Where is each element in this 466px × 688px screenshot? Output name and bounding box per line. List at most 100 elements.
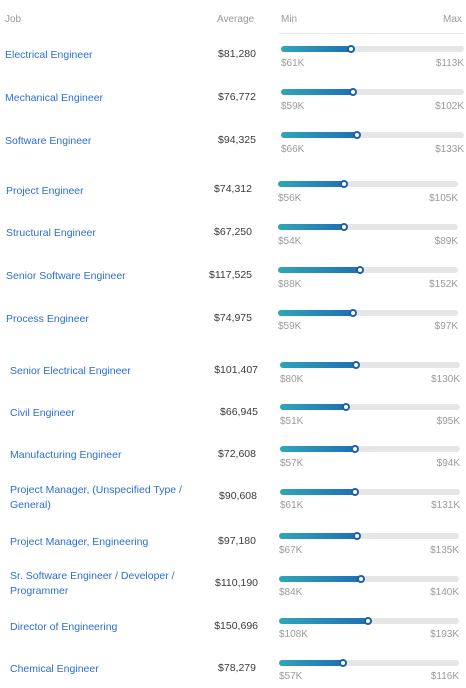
max-salary: $102K: [435, 101, 464, 112]
job-title-link[interactable]: Project Manager, (Unspecified Type / Gen…: [10, 484, 182, 511]
max-salary: $95K: [436, 416, 460, 427]
min-salary: $51K: [280, 416, 304, 427]
salary-range-bar: [279, 532, 459, 540]
job-title-link[interactable]: Process Engineer: [6, 313, 89, 325]
salary-range-fill: [278, 181, 345, 187]
salary-range-fill: [279, 533, 358, 539]
max-salary: $105K: [429, 193, 458, 204]
average-marker: [353, 532, 361, 540]
average-salary: $81,280: [218, 48, 256, 60]
salary-range-bar: [281, 45, 464, 53]
min-salary: $61K: [280, 500, 304, 511]
salary-range-fill: [279, 576, 362, 582]
max-salary: $152K: [429, 279, 458, 290]
job-title-link[interactable]: Civil Engineer: [10, 407, 75, 419]
salary-range-fill: [279, 618, 369, 624]
salary-range-fill: [281, 132, 358, 138]
salary-range-fill: [278, 267, 361, 273]
job-title-link[interactable]: Sr. Software Engineer / Developer / Prog…: [10, 570, 175, 597]
salary-range-bar: [279, 575, 459, 583]
average-marker: [351, 445, 359, 453]
salary-range-bar: [281, 131, 464, 139]
average-salary: $90,608: [219, 490, 257, 502]
min-salary: $67K: [279, 545, 303, 556]
max-salary: $140K: [430, 587, 459, 598]
job-title-link[interactable]: Director of Engineering: [10, 621, 118, 633]
average-marker: [339, 659, 347, 667]
header-min: Min: [281, 14, 298, 25]
average-salary: $101,407: [214, 364, 258, 376]
average-salary: $150,696: [214, 620, 258, 632]
average-marker: [356, 266, 364, 274]
job-title-link[interactable]: Manufacturing Engineer: [10, 449, 122, 461]
header-job: Job: [5, 14, 22, 25]
average-marker: [357, 575, 365, 583]
salary-range-bar: [281, 88, 464, 96]
min-salary: $56K: [278, 193, 302, 204]
average-salary: $66,945: [220, 406, 258, 418]
average-marker: [349, 88, 357, 96]
max-salary: $116K: [430, 671, 459, 682]
header-max: Max: [443, 14, 462, 25]
average-salary: $74,975: [214, 312, 252, 324]
salary-range-bar: [280, 488, 460, 496]
average-salary: $97,180: [218, 535, 256, 547]
min-salary: $54K: [278, 236, 302, 247]
salary-range-fill: [281, 46, 352, 52]
average-salary: $76,772: [218, 91, 256, 103]
salary-range-fill: [278, 310, 354, 316]
job-title-link[interactable]: Project Engineer: [6, 185, 84, 197]
salary-range-bar: [278, 180, 458, 188]
job-title-link[interactable]: Software Engineer: [5, 135, 92, 147]
average-salary: $117,525: [208, 269, 252, 281]
min-salary: $57K: [279, 671, 303, 682]
max-salary: $94K: [436, 458, 460, 469]
max-salary: $97K: [434, 321, 458, 332]
min-salary: $59K: [278, 321, 302, 332]
job-title-link[interactable]: Electrical Engineer: [5, 49, 93, 61]
min-salary: $80K: [280, 374, 304, 385]
salary-range-fill: [280, 362, 357, 368]
min-salary: $88K: [278, 279, 302, 290]
header-divider: [279, 33, 464, 34]
salary-range-fill: [279, 660, 344, 666]
min-salary: $84K: [279, 587, 303, 598]
min-salary: $59K: [281, 101, 305, 112]
salary-range-bar: [280, 445, 460, 453]
job-title-link[interactable]: Project Manager, Engineering: [10, 536, 149, 548]
salary-range-bar: [280, 361, 460, 369]
min-salary: $61K: [281, 58, 305, 69]
average-salary: $78,279: [218, 662, 256, 674]
average-marker: [364, 617, 372, 625]
job-title-link[interactable]: Senior Software Engineer: [6, 270, 126, 282]
job-title-link[interactable]: Chemical Engineer: [10, 663, 99, 675]
job-title-link[interactable]: Senior Electrical Engineer: [10, 365, 131, 377]
average-salary: $94,325: [218, 134, 256, 146]
salary-range-fill: [280, 489, 356, 495]
salary-range-fill: [280, 404, 347, 410]
max-salary: $193K: [430, 629, 459, 640]
average-marker: [342, 403, 350, 411]
average-salary: $110,190: [214, 577, 258, 589]
max-salary: $135K: [430, 545, 459, 556]
min-salary: $57K: [280, 458, 304, 469]
average-marker: [353, 131, 361, 139]
max-salary: $133K: [435, 144, 464, 155]
salary-range-bar: [278, 266, 458, 274]
average-marker: [352, 361, 360, 369]
max-salary: $113K: [435, 58, 464, 69]
max-salary: $130K: [431, 374, 460, 385]
job-title-link[interactable]: Structural Engineer: [6, 227, 96, 239]
average-salary: $72,608: [218, 448, 256, 460]
average-marker: [349, 309, 357, 317]
average-marker: [347, 45, 355, 53]
average-marker: [351, 488, 359, 496]
job-title-link[interactable]: Mechanical Engineer: [5, 92, 104, 104]
max-salary: $89K: [434, 236, 458, 247]
min-salary: $66K: [281, 144, 305, 155]
salary-range-bar: [279, 617, 459, 625]
salary-range-bar: [279, 659, 459, 667]
salary-range-fill: [280, 446, 356, 452]
salary-range-fill: [281, 89, 354, 95]
header-average: Average: [217, 14, 255, 25]
